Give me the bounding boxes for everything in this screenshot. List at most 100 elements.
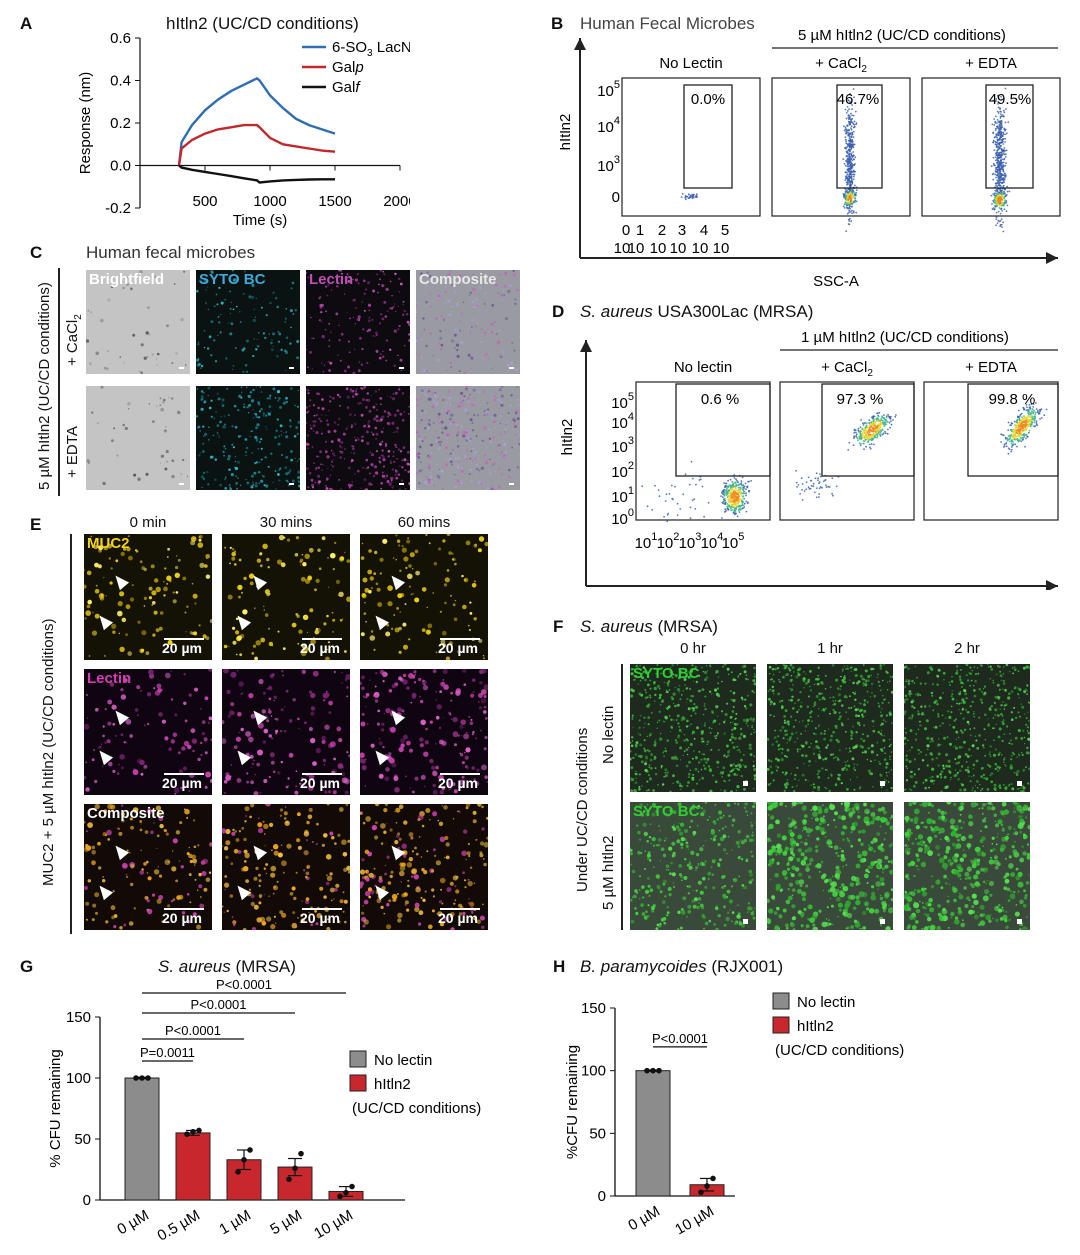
- b-ytick-3: 0: [612, 189, 620, 206]
- panel-c-image-r1-c1: [196, 386, 300, 490]
- d-plot-dots-2: [1000, 402, 1048, 455]
- h-bar-0: [635, 1070, 671, 1197]
- h-ytick-label: 100: [581, 1063, 606, 1080]
- a-legend-label-1: Galp: [332, 59, 364, 76]
- h-legend-label-1: hItln2: [797, 1018, 834, 1035]
- panel-b-flow: SSC-A hItln2 5 µM hItln2 (UC/CD conditions…: [560, 27, 1061, 290]
- scale-bar: [509, 483, 514, 485]
- micrograph-texture: [86, 270, 187, 374]
- micrograph-texture: [360, 669, 488, 795]
- b-gate-0: [683, 84, 733, 189]
- micrograph-texture: [84, 804, 212, 930]
- h-sig-label-0: P<0.0001: [652, 1031, 708, 1046]
- g-legend-label-1: hItln2: [374, 1076, 411, 1093]
- panel-c-image-r0-c2: Lectin: [306, 270, 410, 374]
- panel-e-image-r1-c2: 20 µm: [360, 669, 488, 795]
- panel-g-title: S. aureus (MRSA): [158, 957, 296, 976]
- micrograph-texture: [630, 664, 756, 792]
- panel-f-row-label-1: 5 µM hItln2: [600, 835, 617, 910]
- h-ytick-label: 150: [581, 1000, 606, 1017]
- b-ytick-0: 105: [597, 79, 620, 100]
- b-ylabel: hItln2: [560, 114, 574, 151]
- panel-e-micrographs: 0 min 30 mins 60 mins MUC2 20 µm 20 µm 20 µm Le…: [84, 514, 490, 936]
- panel-e-image-r2-c1: 20 µm: [222, 804, 350, 930]
- b-plot-dots-1: [842, 88, 858, 233]
- b-xtick-base-1: 10: [628, 240, 645, 257]
- micrograph-texture: [306, 386, 410, 490]
- b-xtick-base-2: 10: [650, 240, 667, 257]
- panel-h-chart: 0 50 100 150 %CFU remaining 0 µM 10 µM P<0.0001…: [564, 992, 904, 1238]
- scale-bar: [164, 638, 204, 640]
- h-datapoint-1-0: [698, 1189, 704, 1196]
- d-plot-label-1: + CaCl2: [821, 359, 873, 379]
- d-plot-label-2: + EDTA: [965, 359, 1017, 376]
- micrograph-texture: [904, 664, 1030, 792]
- a-xtick-label: 1500: [318, 193, 351, 210]
- b-xtick-exp-2: 2: [658, 222, 666, 239]
- g-datapoint-4-0: [337, 1193, 343, 1200]
- d-gate-percent-1: 97.3 %: [837, 391, 884, 408]
- b-xtick-base-3: 10: [670, 240, 687, 257]
- panel-letter-f: F: [553, 617, 564, 636]
- scale-bar: [302, 638, 342, 640]
- g-ylabel: % CFU remaining: [47, 1049, 64, 1167]
- micrograph-texture: [416, 386, 520, 490]
- b-xlabel: SSC-A: [813, 273, 859, 290]
- a-xtick-label: 500: [192, 193, 217, 210]
- a-ytick-label: -0.2: [105, 200, 131, 217]
- scale-bar-label: 20 µm: [162, 910, 202, 926]
- d-plot-frame-2: [923, 381, 1059, 521]
- panel-g-chart: 0 50 100 150 % CFU remaining 0 µM 0.5 µM 1 µM 5 …: [47, 977, 481, 1245]
- panel-f-side-label: Under UC/CD conditions: [574, 727, 591, 892]
- micrograph-texture: [222, 804, 350, 930]
- d-ytick-0: 105: [611, 391, 634, 412]
- a-ytick-label: 0.4: [110, 73, 131, 90]
- g-datapoint-0-0: [133, 1075, 139, 1081]
- h-ytick-label: 50: [589, 1125, 606, 1142]
- h-legend-label-2: (UC/CD conditions): [775, 1042, 904, 1059]
- panel-e-image-r1-c0: Lectin 20 µm: [84, 669, 212, 795]
- scale-bar: [289, 367, 294, 369]
- panel-f-time-label-0: 0 hr: [680, 640, 706, 657]
- h-datapoint-1-1: [704, 1183, 710, 1189]
- g-ytick-label: 100: [66, 1070, 91, 1087]
- scale-bar-label: 20 µm: [438, 910, 478, 926]
- micrograph-texture: [86, 386, 189, 486]
- b-xtick-exp-4: 4: [700, 222, 708, 239]
- g-xtick-label-3: 5 µM: [267, 1207, 305, 1239]
- g-xtick-label-1: 0.5 µM: [155, 1207, 203, 1245]
- panel-f-row-label-0: No lectin: [600, 705, 617, 764]
- d-plot-dots-0: [641, 460, 752, 523]
- panel-c-bracket: [58, 268, 60, 496]
- micrograph-texture: [767, 664, 893, 792]
- b-plot-dots-0: [680, 193, 699, 201]
- h-datapoint-1-2: [710, 1175, 716, 1182]
- a-series-line-2: [178, 164, 335, 184]
- panel-f-image-r0-c0: SYTO BC: [630, 664, 756, 792]
- panel-e-image-r0-c0: MUC2 20 µm: [84, 534, 212, 660]
- d-ylabel: hItln2: [560, 419, 576, 456]
- panel-d-title: S. aureus USA300Lac (MRSA): [580, 302, 814, 321]
- d-xtick-1: 102: [657, 531, 680, 552]
- b-gate-percent-0: 0.0%: [691, 91, 725, 108]
- panel-f-time-label-1: 1 hr: [817, 640, 843, 657]
- g-datapoint-0-2: [145, 1075, 151, 1081]
- g-legend-label-2: (UC/CD conditions): [352, 1100, 481, 1117]
- panel-letter-b: B: [551, 14, 564, 33]
- panel-c-column-label-0: Brightfield: [89, 271, 164, 288]
- d-ytick-5: 100: [611, 507, 634, 528]
- b-xtick-base-4: 10: [692, 240, 709, 257]
- d-xtick-3: 104: [701, 531, 724, 552]
- g-datapoint-0-1: [139, 1075, 145, 1081]
- a-ytick-label: 0.2: [110, 115, 131, 132]
- b-plot-label-2: + EDTA: [965, 55, 1017, 72]
- h-ylabel: %CFU remaining: [564, 1045, 581, 1159]
- panel-c-image-r0-c0: Brightfield: [86, 270, 190, 374]
- scale-bar: [440, 773, 480, 775]
- panel-f-bracket: [621, 664, 623, 930]
- h-datapoint-0-2: [656, 1067, 662, 1074]
- panel-f-image-r1-c2: [904, 802, 1030, 930]
- h-ytick-label: 0: [598, 1188, 606, 1205]
- b-axis-arrow-right: [1046, 252, 1058, 264]
- panel-e-image-r2-c0: Composite 20 µm: [84, 804, 212, 930]
